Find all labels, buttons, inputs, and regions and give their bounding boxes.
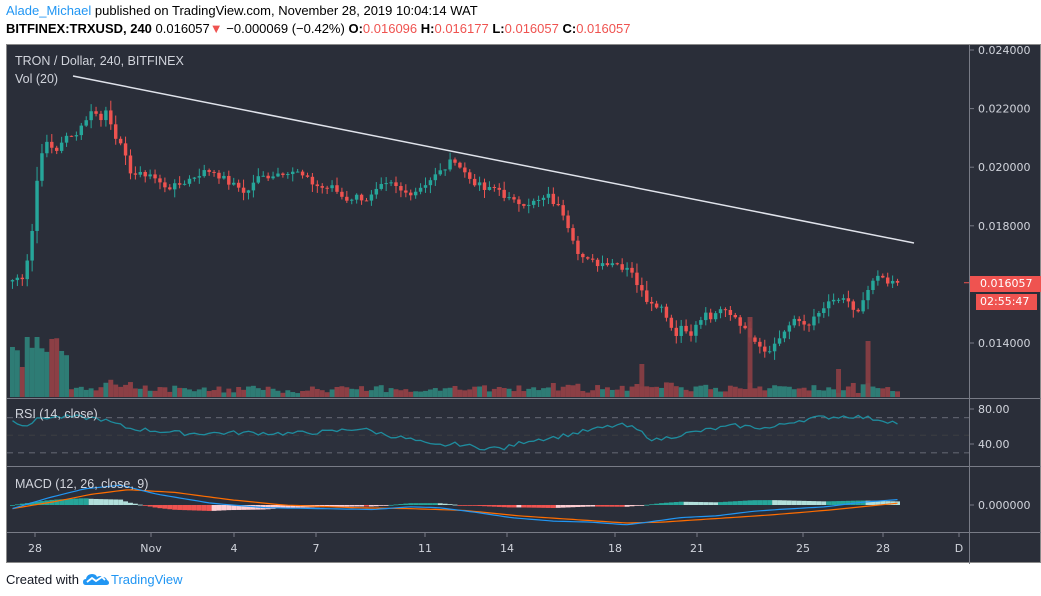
chart-container[interactable]: 0.024000 0.022000 0.020000 0.018000 0.014000…: [6, 44, 1041, 564]
published-text: published on TradingView.com, November 2…: [91, 3, 478, 18]
created-with-text: Created with: [6, 571, 79, 587]
publish-header: Alade_Michael published on TradingView.c…: [6, 2, 1036, 42]
svg-text:0.014000: 0.014000: [978, 337, 1031, 350]
high-label: H:: [420, 21, 435, 36]
bar-countdown: 02:55:47: [976, 294, 1037, 310]
low-value: 0.016057: [504, 21, 559, 36]
close-label: C:: [562, 21, 577, 36]
open-label: O:: [348, 21, 363, 36]
tradingview-link[interactable]: TradingView: [110, 571, 183, 587]
close-value: 0.016057: [576, 21, 631, 36]
high-value: 0.016177: [434, 21, 489, 36]
svg-text:7: 7: [313, 542, 320, 555]
svg-text:4: 4: [231, 542, 238, 555]
main-series-legend: TRON / Dollar, 240, BITFINEX: [15, 54, 184, 68]
macd-signal-line: [12, 489, 898, 524]
footer: Created with TradingView: [6, 570, 183, 588]
symbol-label: BITFINEX:TRXUSD, 240: [6, 21, 152, 36]
svg-text:0.000000: 0.000000: [978, 499, 1031, 512]
macd-line: [12, 484, 898, 526]
svg-text:40.00: 40.00: [978, 438, 1010, 451]
svg-text:14: 14: [500, 542, 514, 555]
svg-text:Nov: Nov: [140, 542, 162, 555]
macd-histogram: [10, 498, 900, 511]
open-value: 0.016096: [362, 21, 418, 36]
svg-text:25: 25: [796, 542, 810, 555]
svg-text:0.024000: 0.024000: [978, 45, 1031, 57]
svg-text:80.00: 80.00: [978, 403, 1010, 416]
last-price: 0.016057: [155, 21, 210, 36]
candles: [10, 100, 900, 360]
volume-bars: [10, 317, 900, 397]
trendline: [72, 75, 915, 244]
svg-text:28: 28: [876, 542, 890, 555]
volume-legend: Vol (20): [15, 72, 59, 86]
rsi-legend: RSI (14, close): [15, 407, 98, 421]
down-arrow-icon: ▼: [209, 21, 223, 36]
svg-text:D: D: [955, 542, 963, 555]
svg-text:11: 11: [418, 542, 432, 555]
macd-legend: MACD (12, 26, close, 9): [15, 477, 149, 491]
author-link[interactable]: Alade_Michael: [6, 3, 92, 18]
svg-text:0.018000: 0.018000: [978, 220, 1031, 233]
svg-text:28: 28: [28, 542, 42, 555]
svg-text:18: 18: [608, 542, 622, 555]
chart-canvas[interactable]: 0.024000 0.022000 0.020000 0.018000 0.014000…: [7, 45, 1041, 564]
svg-text:0.020000: 0.020000: [978, 161, 1031, 174]
svg-text:0.022000: 0.022000: [978, 103, 1031, 116]
rsi-line: [12, 414, 898, 451]
svg-text:21: 21: [690, 542, 704, 555]
tradingview-logo-icon: [82, 574, 109, 585]
low-label: L:: [492, 21, 505, 36]
last-price-tag: 0.016057: [970, 276, 1041, 292]
price-change: −0.000069 (−0.42%): [226, 21, 345, 36]
